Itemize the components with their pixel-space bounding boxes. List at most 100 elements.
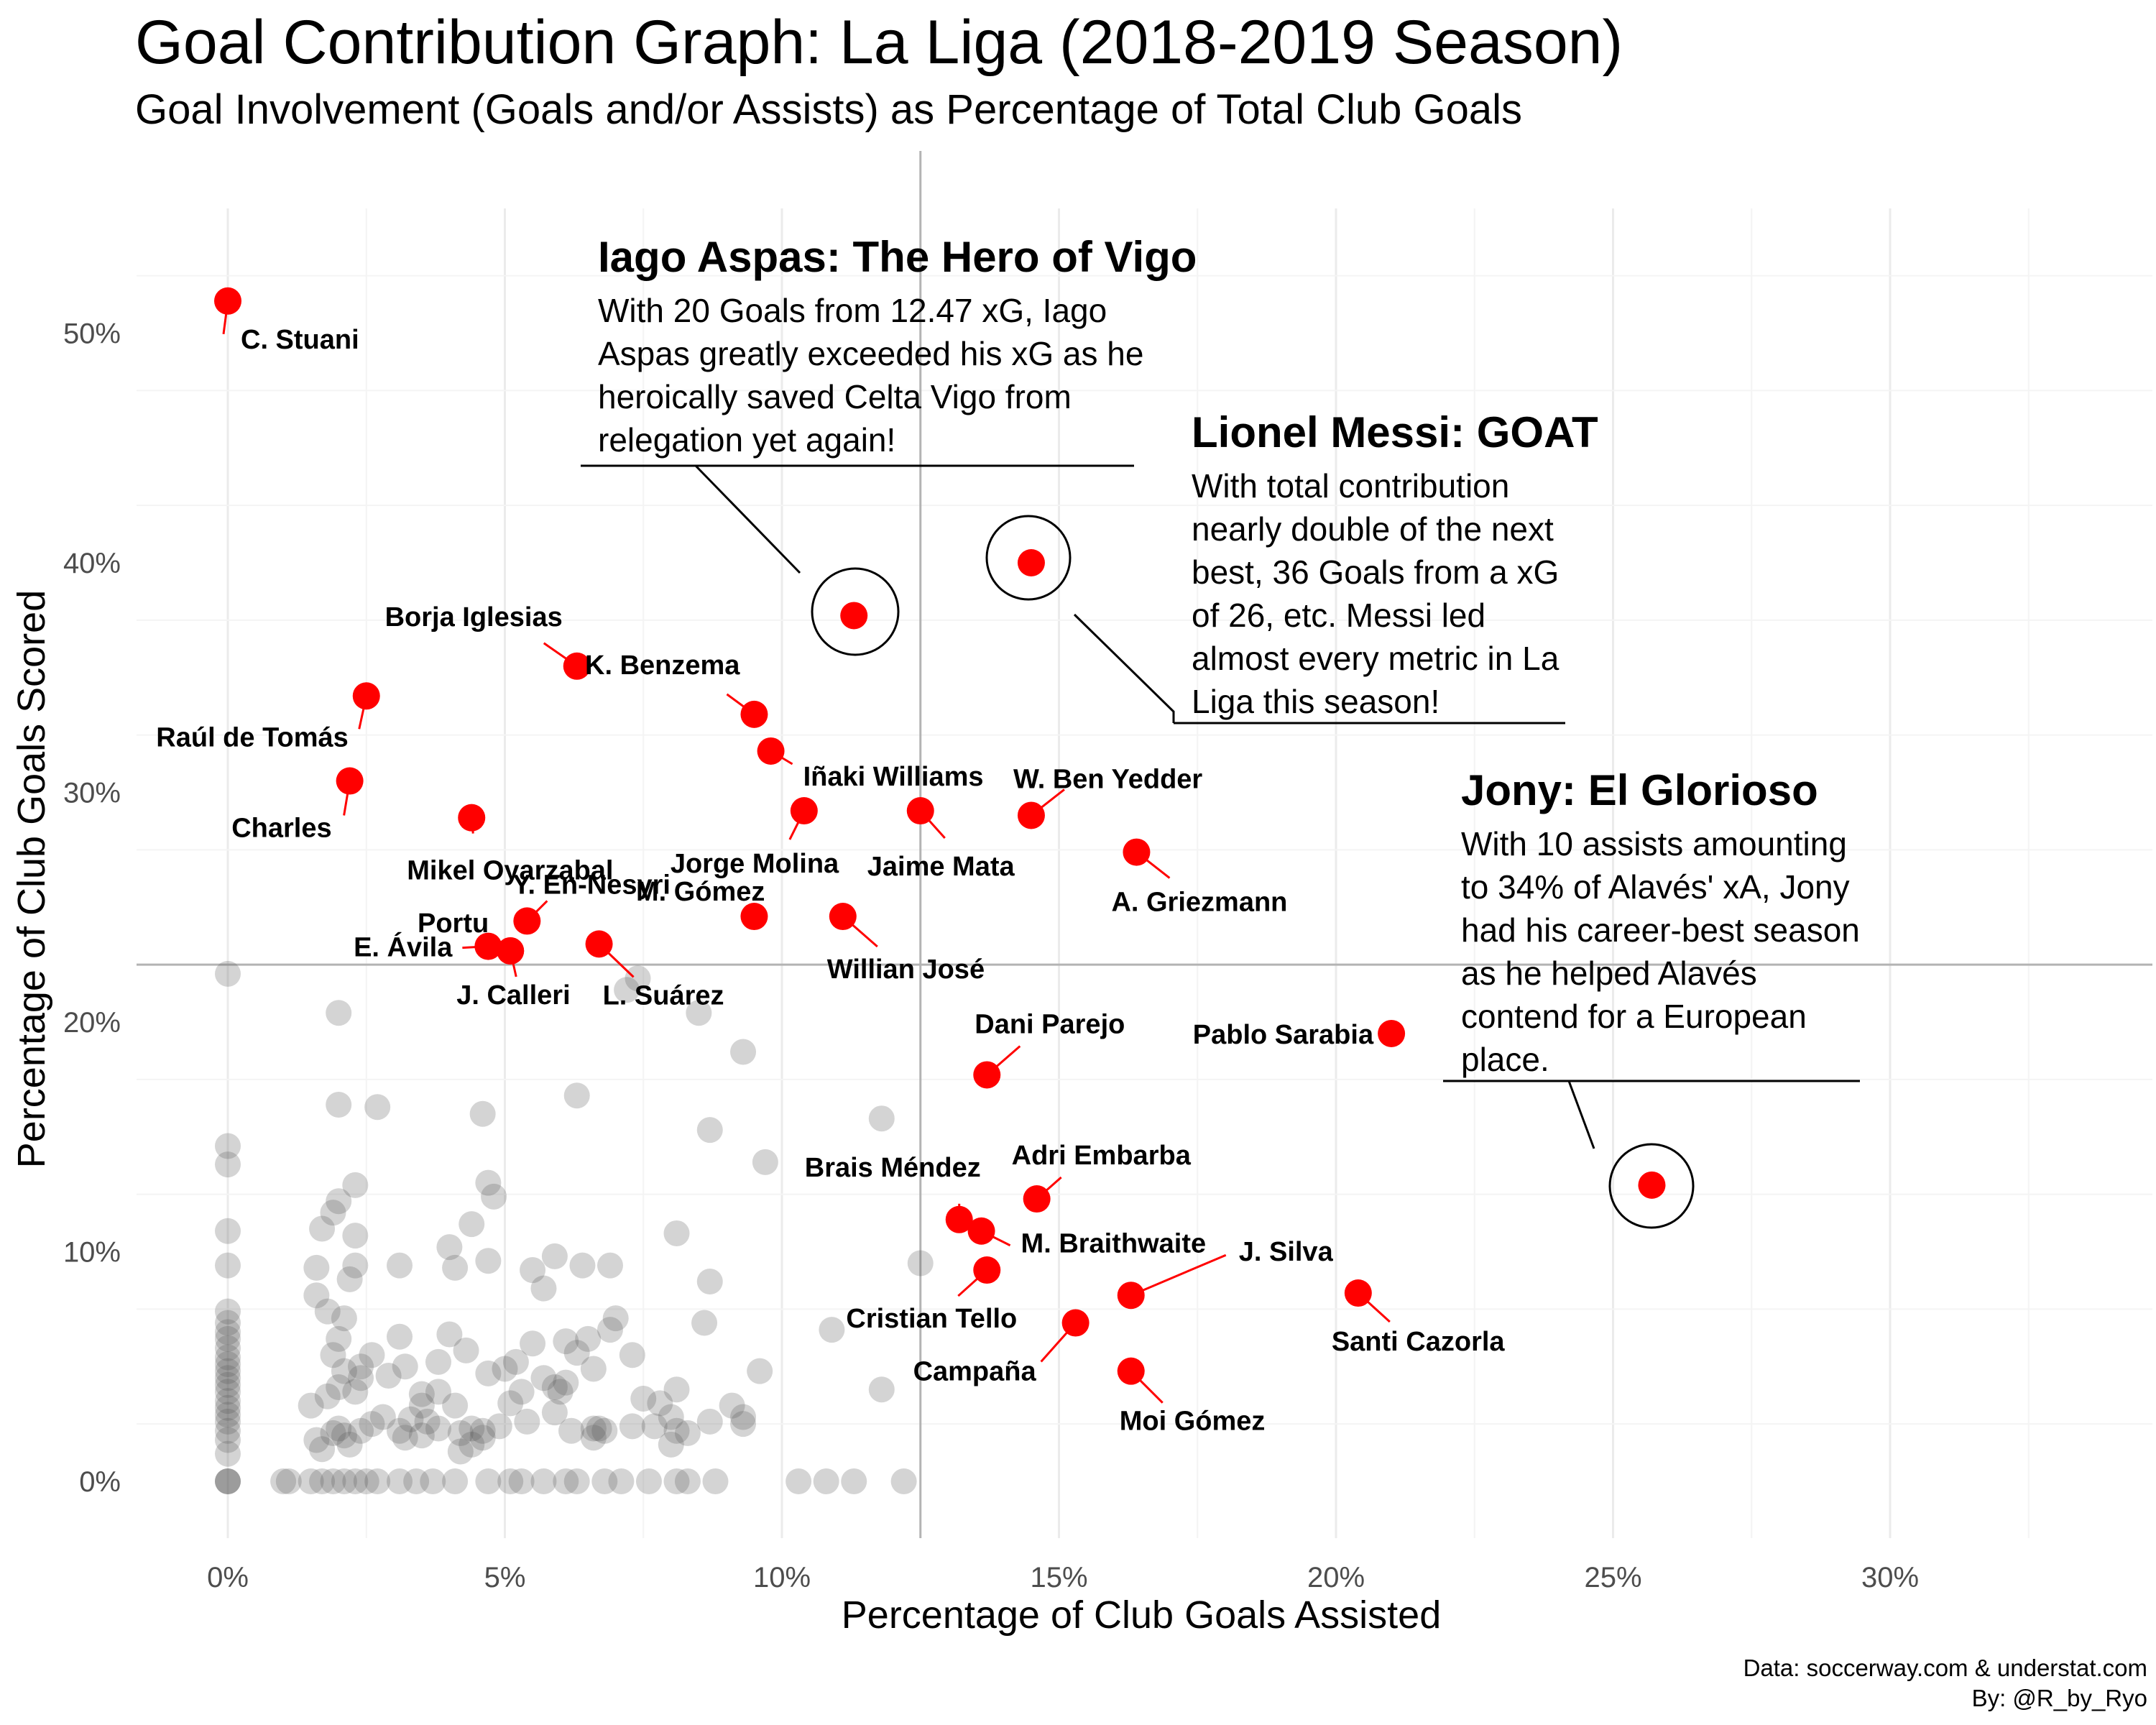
background-point: [215, 1133, 241, 1159]
background-point: [359, 1411, 385, 1438]
annotation-text: contend for a European: [1461, 998, 1807, 1035]
background-point: [342, 1468, 369, 1494]
background-point: [563, 1340, 590, 1366]
background-point: [691, 1310, 718, 1336]
background-point: [475, 1169, 502, 1196]
background-point: [907, 1250, 934, 1276]
background-point: [475, 1360, 502, 1386]
background-point: [298, 1468, 324, 1494]
background-point: [320, 1200, 346, 1226]
background-point: [580, 1415, 607, 1442]
background-point: [215, 1252, 241, 1279]
background-point: [619, 1413, 645, 1440]
background-point: [408, 1381, 435, 1407]
background-point: [369, 1404, 396, 1430]
background-point: [553, 1328, 579, 1355]
background-point: [364, 1094, 391, 1121]
player-label: Jaime Mata: [867, 852, 1015, 882]
background-point: [475, 1248, 502, 1274]
x-tick-label: 0%: [207, 1562, 249, 1593]
annotation-text: With total contribution: [1192, 467, 1509, 505]
background-point: [674, 1420, 701, 1446]
player-label: Borja Iglesias: [385, 602, 563, 632]
chart-subtitle: Goal Involvement (Goals and/or Assists) …: [135, 86, 1522, 133]
label-connector: [543, 642, 578, 668]
player-label: Raúl de Tomás: [156, 722, 348, 753]
y-tick-label: 20%: [63, 1007, 121, 1039]
player-label: J. Calleri: [456, 980, 570, 1011]
background-point: [387, 1468, 413, 1494]
label-connector: [980, 1230, 1011, 1247]
background-point: [658, 1431, 684, 1458]
background-point: [553, 1468, 579, 1494]
background-point: [420, 1468, 446, 1494]
background-point: [502, 1348, 529, 1375]
background-point: [331, 1468, 357, 1494]
background-point: [530, 1275, 557, 1302]
background-point: [215, 1351, 241, 1378]
background-point: [364, 1468, 391, 1494]
annotation-text: of 26, etc. Messi led: [1192, 597, 1485, 634]
annotation-circle: [1608, 1143, 1695, 1229]
background-point: [663, 1417, 690, 1444]
background-point: [425, 1379, 451, 1405]
background-point: [215, 1310, 241, 1336]
background-point: [591, 1417, 618, 1444]
background-point: [730, 1404, 757, 1430]
background-point: [215, 1468, 241, 1494]
player-label: K. Benzema: [585, 650, 740, 681]
label-connector: [1357, 1292, 1391, 1323]
background-point: [375, 1363, 402, 1389]
annotation-text: With 10 assists amounting: [1461, 825, 1847, 862]
background-point: [596, 1317, 623, 1343]
annotation-text: best, 36 Goals from a xG: [1192, 553, 1559, 591]
background-point: [215, 1394, 241, 1421]
background-point: [541, 1374, 568, 1401]
label-connector: [470, 817, 474, 834]
background-point: [215, 1335, 241, 1361]
background-point: [387, 1252, 413, 1279]
background-point: [641, 1413, 668, 1440]
background-point: [348, 1365, 374, 1392]
background-point: [514, 1408, 540, 1435]
background-point: [326, 1374, 352, 1401]
player-label: Santi Cazorla: [1332, 1327, 1506, 1357]
axis-tick-labels: 0% 5% 10% 15% 20% 25% 30% 0% 10% 20% 30% 40% 50%: [63, 318, 1919, 1594]
background-point: [447, 1420, 474, 1446]
x-tick-label: 15%: [1030, 1562, 1087, 1593]
player-label: C. Stuani: [241, 325, 359, 355]
x-axis-title: Percentage of Club Goals Assisted: [842, 1593, 1441, 1637]
background-point: [425, 1348, 451, 1375]
background-point: [326, 1188, 352, 1215]
background-point: [492, 1356, 518, 1382]
annotation-text: to 34% of Alavés' xA, Jony: [1461, 868, 1850, 906]
background-point: [442, 1468, 469, 1494]
x-tick-label: 30%: [1861, 1562, 1919, 1593]
player-label: Portu: [418, 908, 489, 939]
player-label: Campaña: [913, 1357, 1037, 1387]
annotation-text: as he helped Alavés: [1461, 954, 1757, 992]
background-point: [215, 1151, 241, 1178]
background-point: [752, 1149, 778, 1175]
background-point: [580, 1356, 607, 1382]
player-label: Dani Parejo: [975, 1009, 1125, 1039]
background-point: [558, 1417, 585, 1444]
annotation-leader: [1073, 613, 1175, 723]
label-connector: [222, 300, 229, 334]
annotation-text: relegation yet again!: [598, 421, 895, 459]
background-point: [342, 1172, 369, 1198]
background-point: [215, 1344, 241, 1371]
background-point: [541, 1399, 568, 1426]
background-point: [530, 1365, 557, 1392]
label-connector: [1130, 1254, 1227, 1297]
background-point: [320, 1468, 346, 1494]
background-point: [309, 1215, 336, 1242]
x-tick-label: 20%: [1307, 1562, 1365, 1593]
player-label: Iñaki Williams: [803, 762, 984, 792]
background-point: [596, 1252, 623, 1279]
background-point: [215, 1427, 241, 1453]
background-point: [520, 1257, 546, 1284]
background-point: [403, 1468, 430, 1494]
player-label: J. Silva: [1239, 1237, 1334, 1267]
x-tick-label: 10%: [753, 1562, 811, 1593]
